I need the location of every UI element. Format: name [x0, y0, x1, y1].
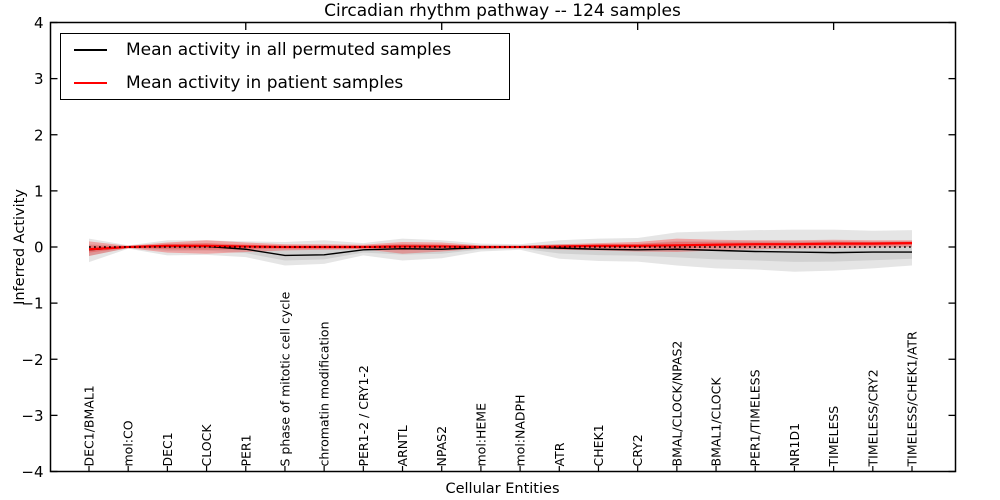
x-category-label: PER1/TIMELESS	[748, 369, 763, 466]
legend-label-permuted: Mean activity in all permuted samples	[126, 40, 452, 61]
x-category-label: mol:NADPH	[513, 395, 528, 467]
y-tick-label: −4	[21, 463, 43, 481]
y-tick-label: 2	[34, 126, 44, 144]
x-category-label: NR1D1	[787, 423, 802, 467]
patient-line-swatch	[74, 81, 107, 84]
x-category-label: mol:HEME	[473, 403, 488, 467]
x-category-label: NPAS2	[434, 426, 449, 467]
x-category-label: mol:CO	[121, 420, 136, 466]
x-category-label: CRY2	[630, 434, 645, 466]
x-category-label: TIMELESS/CHEK1/ATR	[905, 331, 920, 468]
y-tick-label: 4	[34, 14, 44, 32]
x-category-label: ARNTL	[395, 425, 410, 466]
permuted-line-swatch	[74, 49, 107, 52]
x-category-label: PER1-2 / CRY1-2	[356, 365, 371, 466]
y-tick-label: 3	[34, 70, 44, 88]
legend-item-permuted: Mean activity in all permuted samples	[61, 34, 509, 66]
x-category-label: ATR	[552, 442, 567, 466]
y-tick-label: −3	[21, 407, 43, 425]
permuted-samples-spread-inner	[89, 240, 912, 262]
permuted-samples-spread-outer	[89, 229, 912, 272]
chart-title: Circadian rhythm pathway -- 124 samples	[324, 1, 681, 21]
x-category-label: CLOCK	[199, 424, 214, 467]
x-category-label: DEC1	[160, 432, 175, 466]
x-category-label: CHEK1	[591, 424, 606, 466]
x-category-label: TIMELESS	[826, 406, 841, 468]
y-tick-label: 0	[34, 239, 44, 257]
y-tick-label: −1	[21, 295, 43, 313]
y-axis-label: Inferred Activity	[12, 189, 28, 305]
y-tick-label: −2	[21, 351, 43, 369]
y-tick-label: 1	[34, 182, 44, 200]
legend: Mean activity in all permuted samples Me…	[60, 33, 510, 100]
x-category-label: chromatin modification	[317, 322, 332, 467]
legend-label-patient: Mean activity in patient samples	[126, 72, 404, 93]
x-category-label: PER1	[238, 434, 253, 466]
x-category-label: TIMELESS/CRY2	[865, 369, 880, 467]
x-category-label: BMAL/CLOCK/NPAS2	[669, 341, 684, 467]
x-category-label: BMAL1/CLOCK	[709, 377, 724, 467]
x-category-label: DEC1/BMAL1	[82, 385, 97, 466]
x-axis-label: Cellular Entities	[445, 481, 560, 497]
legend-item-patient: Mean activity in patient samples	[61, 67, 509, 99]
x-category-label: S phase of mitotic cell cycle	[277, 291, 292, 466]
